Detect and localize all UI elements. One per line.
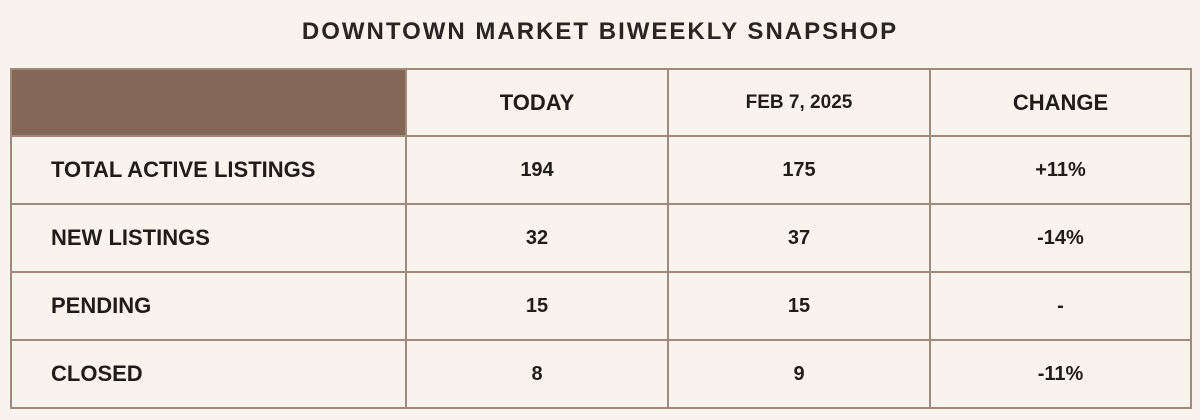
table-row: TOTAL ACTIVE LISTINGS 194 175 +11% <box>10 135 1192 205</box>
change-value: -11% <box>929 339 1192 409</box>
table-row: CLOSED 8 9 -11% <box>10 339 1192 409</box>
today-value: 194 <box>405 135 669 205</box>
change-value: +11% <box>929 135 1192 205</box>
column-header-change: CHANGE <box>929 68 1192 137</box>
today-value: 8 <box>405 339 669 409</box>
change-value: - <box>929 271 1192 341</box>
row-label: TOTAL ACTIVE LISTINGS <box>10 135 407 205</box>
today-value: 32 <box>405 203 669 273</box>
table-row: PENDING 15 15 - <box>10 271 1192 341</box>
header-corner-cell <box>10 68 407 137</box>
row-label: PENDING <box>10 271 407 341</box>
header-row: TODAY FEB 7, 2025 CHANGE <box>10 68 1192 137</box>
snapshot-table: TODAY FEB 7, 2025 CHANGE TOTAL ACTIVE LI… <box>10 68 1192 409</box>
row-label: CLOSED <box>10 339 407 409</box>
column-header-today: TODAY <box>405 68 669 137</box>
previous-value: 37 <box>667 203 931 273</box>
table-row: NEW LISTINGS 32 37 -14% <box>10 203 1192 273</box>
change-value: -14% <box>929 203 1192 273</box>
column-header-previous-date: FEB 7, 2025 <box>667 68 931 137</box>
previous-value: 175 <box>667 135 931 205</box>
previous-value: 9 <box>667 339 931 409</box>
page-title: DOWNTOWN MARKET BIWEEKLY SNAPSHOP <box>301 18 899 45</box>
row-label: NEW LISTINGS <box>10 203 407 273</box>
previous-value: 15 <box>667 271 931 341</box>
today-value: 15 <box>405 271 669 341</box>
